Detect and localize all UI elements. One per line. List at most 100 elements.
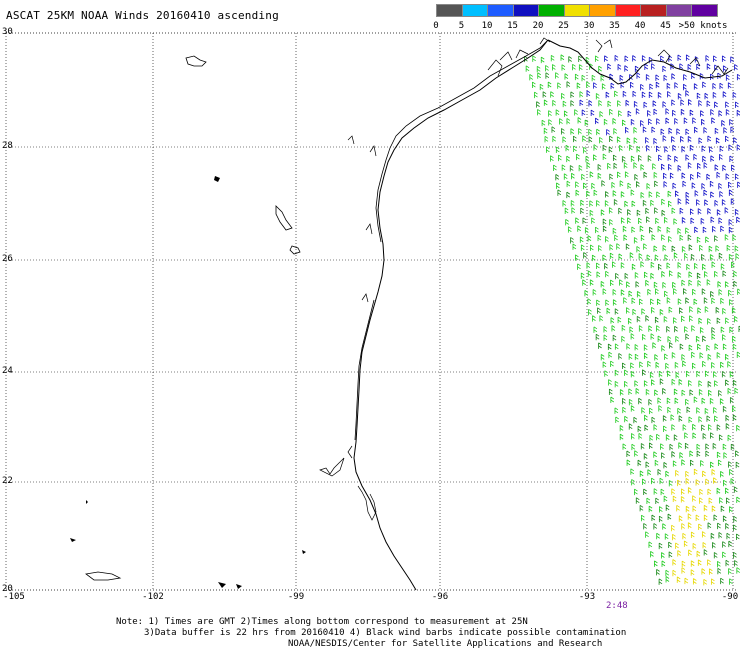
wind-barb xyxy=(719,145,724,152)
wind-barb xyxy=(664,533,669,540)
wind-barb xyxy=(672,109,676,117)
wind-barb xyxy=(620,262,625,269)
wind-barb xyxy=(675,372,680,379)
wind-barb xyxy=(667,190,672,198)
wind-barb xyxy=(581,109,586,116)
wind-barb xyxy=(624,369,628,376)
wind-barb xyxy=(685,128,690,135)
wind-barb xyxy=(607,100,612,108)
wind-barb xyxy=(550,91,554,98)
wind-barb xyxy=(729,397,734,404)
wind-barb xyxy=(736,496,740,504)
wind-barb xyxy=(639,298,643,305)
wind-barb xyxy=(628,423,633,430)
wind-barb xyxy=(707,424,712,431)
wind-barb xyxy=(648,398,652,406)
wind-barb xyxy=(667,91,671,98)
wind-barb xyxy=(601,180,606,187)
inland-lake xyxy=(214,176,220,182)
wind-barb xyxy=(669,342,673,349)
wind-barb xyxy=(732,343,737,351)
wind-barb xyxy=(563,110,568,117)
wind-barb xyxy=(677,262,682,269)
wind-barb xyxy=(655,74,660,81)
wind-barb xyxy=(689,208,694,215)
wind-barb xyxy=(643,344,648,351)
wind-barb xyxy=(653,108,658,116)
wind-barb xyxy=(681,459,685,466)
wind-barb xyxy=(683,74,687,81)
wind-barb xyxy=(643,243,647,250)
wind-barb xyxy=(685,370,690,378)
wind-barb xyxy=(665,470,670,478)
wind-barb xyxy=(728,461,732,468)
wind-barb xyxy=(604,370,608,377)
wind-barb xyxy=(648,325,653,332)
swath-time-label: 2:48 xyxy=(606,601,628,611)
wind-barb xyxy=(704,370,709,377)
wind-barb xyxy=(576,82,581,89)
note-line-2: 3)Data buffer is 22 hrs from 20160410 4)… xyxy=(144,628,627,638)
wind-barb xyxy=(627,110,632,118)
wind-barb xyxy=(648,91,653,98)
wind-barb xyxy=(708,568,713,575)
wind-barb xyxy=(677,54,682,61)
wind-barb xyxy=(578,128,582,135)
wind-barb xyxy=(728,189,733,196)
wind-barb xyxy=(705,236,709,243)
wind-barb xyxy=(636,209,641,217)
wind-barb xyxy=(640,164,645,171)
wind-barb xyxy=(654,180,658,187)
wind-barb xyxy=(575,217,579,224)
wind-barb xyxy=(692,495,696,502)
wind-barb xyxy=(619,433,624,441)
wind-barb xyxy=(672,533,676,541)
wind-barb xyxy=(662,415,667,422)
wind-barb xyxy=(619,180,624,187)
wind-barb xyxy=(727,387,732,395)
wind-barb xyxy=(643,101,648,109)
wind-barb xyxy=(609,173,613,180)
wind-barb xyxy=(649,371,654,379)
wind-barb xyxy=(658,370,663,378)
wind-barb xyxy=(613,162,618,170)
wind-barb xyxy=(653,424,658,431)
wind-barb xyxy=(653,451,657,458)
wind-barb xyxy=(697,208,702,215)
wind-barb xyxy=(600,209,605,216)
wind-barb xyxy=(699,497,703,504)
latitude-label: 30 xyxy=(2,27,13,37)
wind-barb xyxy=(614,234,618,241)
longitude-label: -90 xyxy=(721,592,739,602)
wind-barb xyxy=(608,379,612,386)
wind-barb xyxy=(725,487,729,495)
wind-barb xyxy=(683,83,687,91)
wind-barb xyxy=(701,183,706,190)
wind-barb xyxy=(628,290,633,297)
wind-barb xyxy=(641,514,645,522)
wind-barb xyxy=(668,163,672,171)
wind-barb xyxy=(609,73,614,80)
wind-barb xyxy=(669,172,674,179)
wind-barb xyxy=(732,91,737,99)
wind-barb xyxy=(663,316,668,323)
wind-barb xyxy=(570,200,575,207)
wind-barb xyxy=(733,515,737,523)
wind-barb xyxy=(665,569,670,577)
wind-barb xyxy=(688,380,692,387)
wind-barb xyxy=(570,91,575,98)
wind-barb xyxy=(592,289,597,296)
wind-barb xyxy=(638,325,643,332)
wind-barb xyxy=(651,63,655,70)
wind-barb xyxy=(675,470,679,477)
wind-barb xyxy=(707,381,712,388)
wind-barb xyxy=(679,452,684,459)
wind-barb xyxy=(723,479,727,487)
wind-barb xyxy=(710,432,714,439)
wind-barb xyxy=(693,83,698,90)
wind-barb xyxy=(610,360,614,368)
wind-barb xyxy=(735,450,739,457)
wind-barb xyxy=(732,405,736,413)
wind-barb xyxy=(685,470,689,478)
wind-barb xyxy=(716,209,721,216)
